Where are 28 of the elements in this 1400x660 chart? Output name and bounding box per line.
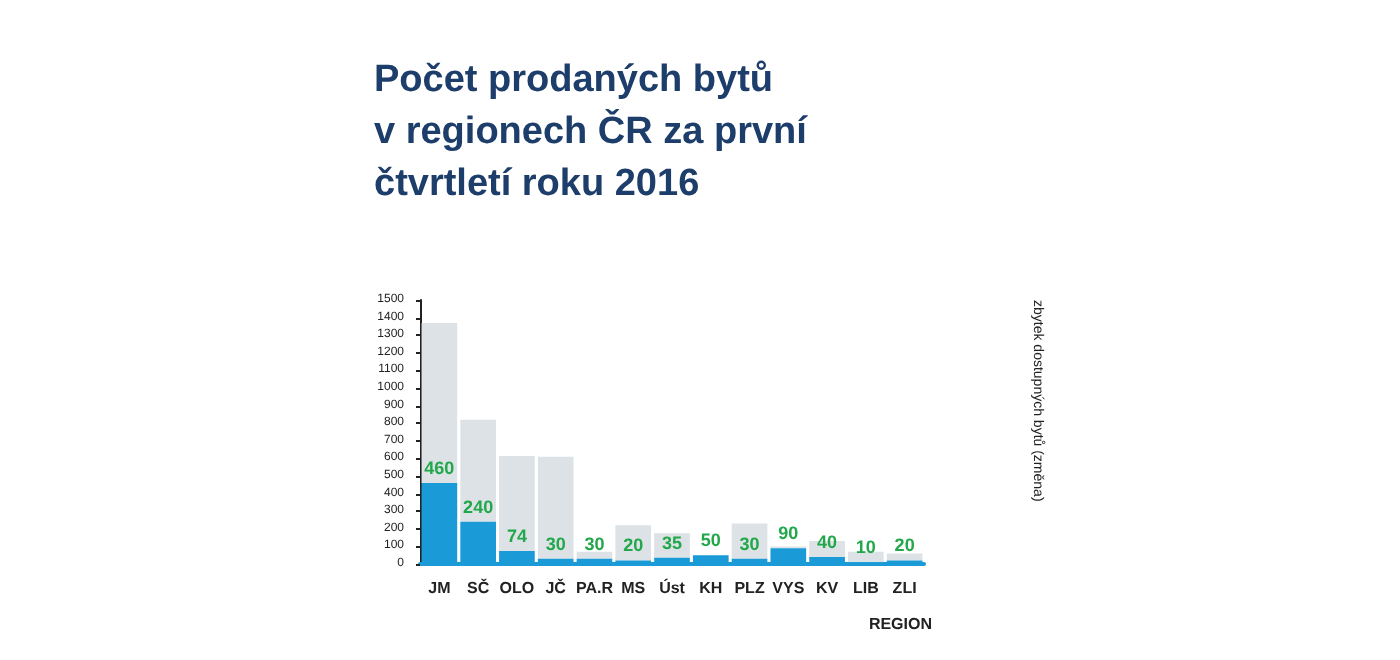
data-label: 20 bbox=[623, 535, 644, 556]
x-tick-label: KH bbox=[699, 579, 723, 597]
x-tick-label: VYS bbox=[772, 579, 806, 597]
data-label: 90 bbox=[778, 523, 799, 544]
data-label: 20 bbox=[894, 535, 915, 556]
x-tick-label: KV bbox=[815, 579, 840, 597]
x-tick-label: JČ bbox=[545, 577, 567, 597]
x-tick-label: SČ bbox=[467, 577, 490, 597]
data-label: 30 bbox=[584, 533, 605, 554]
data-label: 50 bbox=[700, 530, 721, 551]
data-label: 240 bbox=[463, 496, 494, 517]
data-label: 30 bbox=[545, 533, 566, 554]
data-label: 10 bbox=[855, 537, 876, 558]
x-tick-label: OLO bbox=[499, 579, 535, 597]
chart-title: Počet prodaných bytů v regionech ČR za první čtvrtletí roku 2016 bbox=[374, 59, 809, 205]
data-label: 30 bbox=[739, 533, 760, 554]
x-tick-label: MS bbox=[621, 579, 647, 597]
data-label: 460 bbox=[424, 458, 455, 479]
x-axis-title: REGION bbox=[868, 615, 933, 633]
x-tick-label: JM bbox=[428, 579, 452, 597]
x-tick-label: LIB bbox=[852, 579, 880, 597]
x-tick-label: PLZ bbox=[734, 579, 765, 597]
x-tick-label: PA.R bbox=[575, 579, 614, 597]
data-label: 74 bbox=[506, 525, 527, 546]
data-label: 40 bbox=[817, 531, 838, 552]
data-label: 35 bbox=[661, 532, 683, 553]
x-tick-label: Úst bbox=[659, 577, 686, 597]
x-tick-label: ZLI bbox=[892, 579, 917, 597]
